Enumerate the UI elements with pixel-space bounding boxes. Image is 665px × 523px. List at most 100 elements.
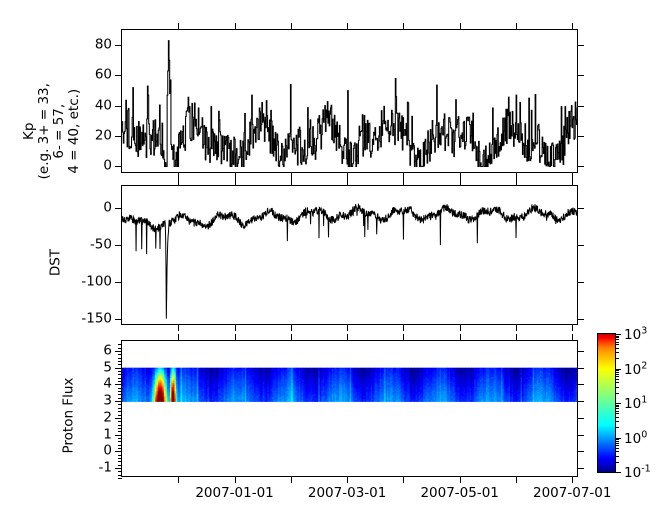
x-tick bbox=[347, 476, 349, 483]
y-tick-label: 20 bbox=[94, 127, 112, 144]
x-tick-top bbox=[515, 23, 517, 30]
x-tick-top bbox=[290, 334, 292, 341]
colorbar-tick-label: 10-1 bbox=[624, 463, 651, 481]
x-tick bbox=[459, 324, 461, 331]
x-tick-top bbox=[572, 23, 574, 30]
y-minor-tick bbox=[118, 344, 122, 346]
colorbar-minor-tick bbox=[615, 439, 619, 441]
y-tick bbox=[115, 105, 122, 107]
colorbar-tick-label: 103 bbox=[624, 325, 647, 343]
y-minor-tick bbox=[118, 444, 122, 446]
kp-trace bbox=[122, 40, 577, 167]
colorbar-minor-tick bbox=[615, 382, 619, 384]
colorbar-minor-tick bbox=[615, 392, 619, 394]
colorbar-tick bbox=[615, 437, 621, 439]
y-tick-right bbox=[577, 105, 584, 107]
y-minor-tick bbox=[118, 357, 122, 359]
y-minor-tick bbox=[118, 471, 122, 473]
colorbar-minor-tick bbox=[615, 373, 619, 375]
y-minor-tick bbox=[118, 478, 122, 479]
x-tick-top bbox=[572, 334, 574, 341]
y-tick-label: 5 bbox=[103, 358, 112, 375]
y-tick-label: 1 bbox=[103, 425, 112, 442]
colorbar-tick bbox=[615, 368, 621, 370]
y-tick-right bbox=[577, 401, 584, 403]
y-tick-right bbox=[577, 384, 584, 386]
dst-axis-title: DST bbox=[47, 248, 64, 277]
x-tick-top bbox=[459, 23, 461, 30]
y-minor-tick bbox=[118, 354, 122, 356]
colorbar-tick-label: 100 bbox=[624, 429, 647, 447]
y-minor-tick bbox=[118, 421, 122, 423]
y-minor-tick bbox=[118, 447, 122, 449]
y-tick-label: -50 bbox=[89, 236, 112, 253]
colorbar-label-exponent: 0 bbox=[641, 428, 648, 440]
y-minor-tick bbox=[118, 364, 122, 366]
x-tick-label: 2007-07-01 bbox=[533, 485, 612, 501]
y-tick-label: -150 bbox=[81, 309, 112, 326]
colorbar-minor-tick bbox=[615, 386, 619, 388]
x-tick-top bbox=[347, 23, 349, 30]
y-tick-label: -100 bbox=[81, 273, 112, 290]
colorbar-minor-tick bbox=[615, 352, 619, 354]
x-tick-top bbox=[178, 23, 180, 30]
x-tick bbox=[403, 172, 405, 179]
y-tick bbox=[115, 417, 122, 419]
colorbar-minor-tick bbox=[615, 371, 619, 373]
x-tick bbox=[178, 324, 180, 331]
y-tick-right bbox=[577, 208, 584, 210]
y-tick bbox=[115, 244, 122, 246]
colorbar-minor-tick bbox=[615, 344, 619, 346]
y-minor-tick bbox=[118, 411, 122, 413]
y-tick bbox=[115, 281, 122, 283]
y-tick-label: 2 bbox=[103, 409, 112, 426]
x-tick-top bbox=[459, 334, 461, 341]
y-tick-label: 6 bbox=[103, 342, 112, 359]
dst-plot-area bbox=[122, 186, 577, 324]
y-minor-tick bbox=[118, 431, 122, 433]
y-tick-right bbox=[577, 75, 584, 77]
y-minor-tick bbox=[118, 371, 122, 373]
colorbar-label-mantissa: 10 bbox=[624, 430, 642, 447]
colorbar-minor-tick bbox=[615, 445, 619, 447]
y-minor-tick bbox=[118, 454, 122, 456]
y-minor-tick bbox=[118, 437, 122, 439]
x-tick bbox=[403, 324, 405, 331]
x-tick bbox=[515, 476, 517, 483]
y-minor-tick bbox=[118, 474, 122, 476]
y-tick bbox=[115, 401, 122, 403]
colorbar-label-exponent: 1 bbox=[641, 394, 648, 406]
x-tick-label: 2007-03-01 bbox=[307, 485, 387, 501]
x-tick bbox=[290, 172, 292, 179]
colorbar-minor-tick bbox=[615, 376, 619, 378]
colorbar-tick bbox=[615, 472, 621, 473]
y-tick-right bbox=[577, 467, 584, 469]
kp-axis-title: Kp (e.g. 3+ = 33, 6- = 57, 4 = 40, etc.) bbox=[20, 83, 83, 180]
x-tick bbox=[234, 324, 236, 331]
x-tick-top bbox=[234, 334, 236, 341]
x-tick bbox=[290, 324, 292, 331]
colorbar-minor-tick bbox=[615, 370, 619, 372]
y-tick bbox=[115, 45, 122, 47]
colorbar-minor-tick bbox=[615, 406, 619, 408]
y-minor-tick bbox=[118, 361, 122, 363]
y-tick-right bbox=[577, 367, 584, 369]
colorbar-minor-tick bbox=[615, 335, 619, 337]
colorbar-tick-label: 102 bbox=[624, 360, 647, 378]
colorbar-label-exponent: 2 bbox=[641, 359, 648, 371]
y-tick bbox=[115, 451, 122, 453]
dst-panel: 0 -50 -100 -150 bbox=[81, 179, 584, 331]
y-tick-right bbox=[577, 166, 584, 168]
x-tick-top bbox=[515, 334, 517, 341]
colorbar-minor-tick bbox=[615, 408, 619, 410]
y-tick-label: 80 bbox=[94, 36, 112, 53]
colorbar-minor-tick bbox=[615, 421, 619, 423]
colorbar-minor-tick bbox=[615, 341, 619, 343]
x-tick bbox=[459, 476, 461, 483]
y-tick bbox=[115, 434, 122, 436]
colorbar-label-mantissa: 10 bbox=[624, 326, 642, 343]
colorbar-label-mantissa: 10 bbox=[624, 395, 642, 412]
colorbar-minor-tick bbox=[615, 339, 619, 341]
y-tick bbox=[115, 136, 122, 138]
y-minor-tick bbox=[118, 391, 122, 393]
